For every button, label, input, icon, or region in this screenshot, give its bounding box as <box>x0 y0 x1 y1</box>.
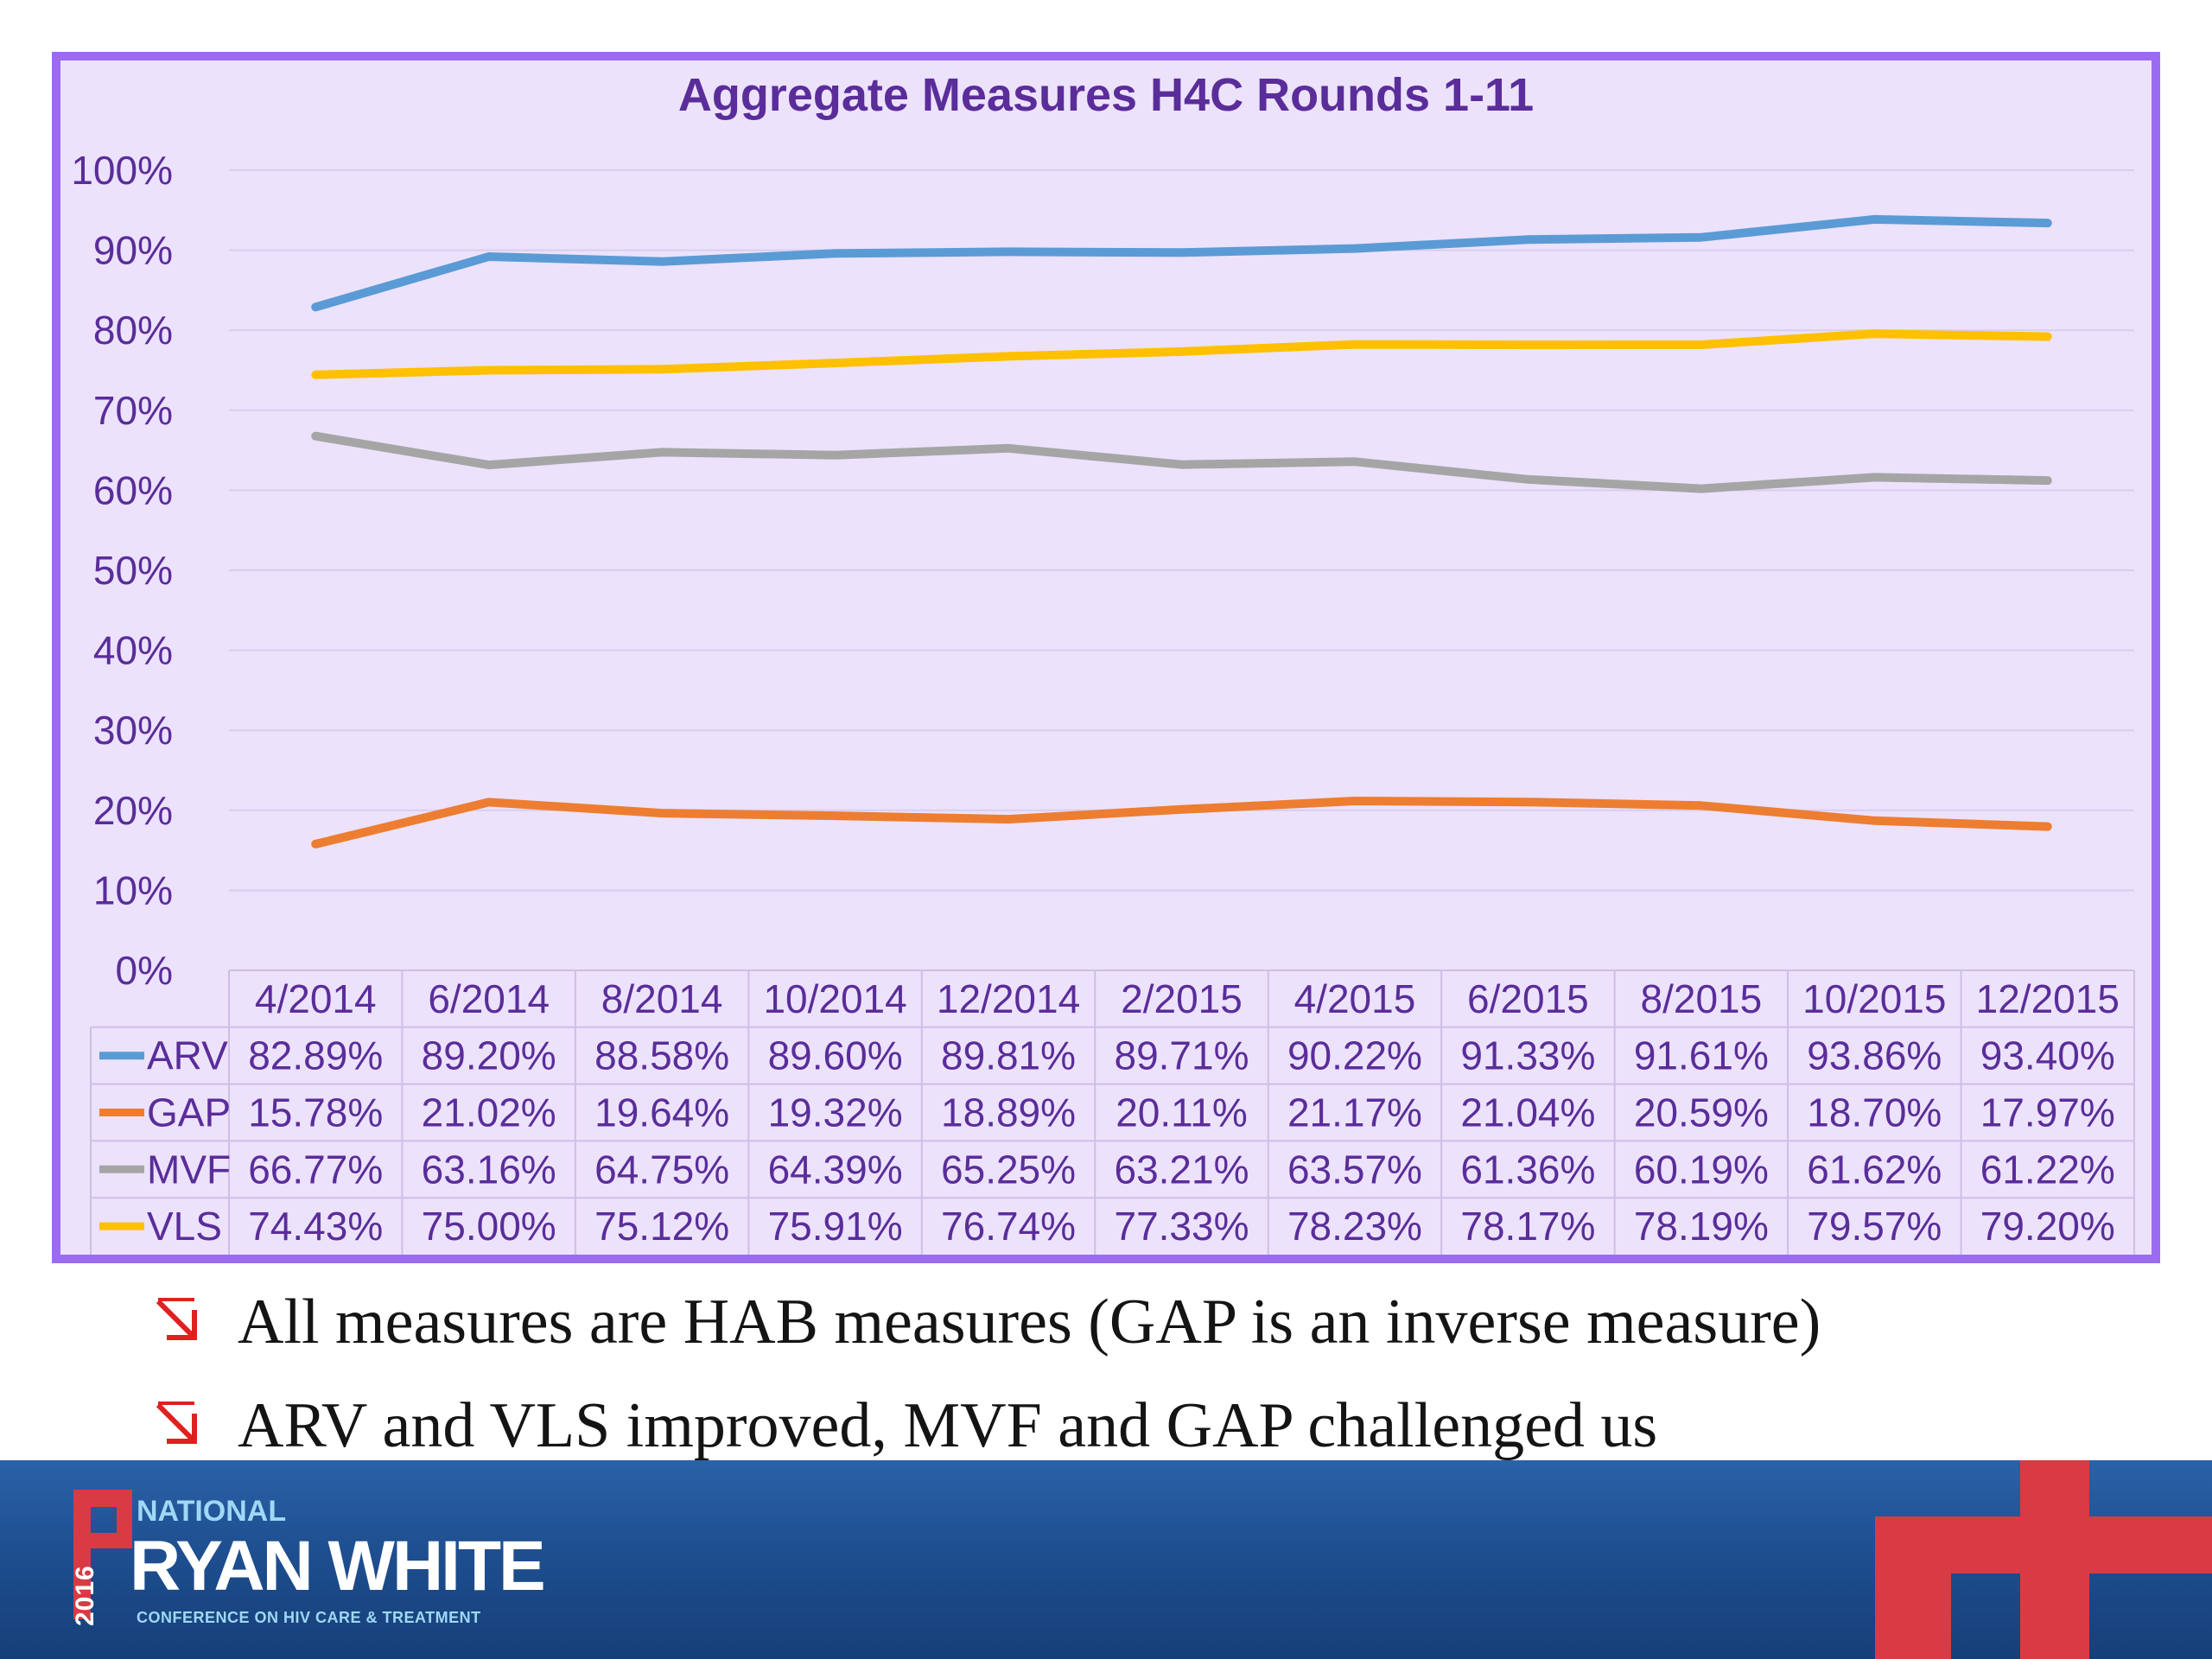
y-tick-label: 20% <box>93 788 173 833</box>
legend-label: MVF <box>147 1147 231 1192</box>
x-tick-label: 10/2015 <box>1802 976 1946 1021</box>
x-tick-label: 4/2015 <box>1294 976 1416 1021</box>
data-label: 19.64% <box>594 1090 729 1135</box>
data-label: 93.40% <box>1980 1033 2115 1078</box>
legend-label: GAP <box>147 1090 231 1135</box>
data-label: 78.23% <box>1287 1204 1422 1249</box>
x-tick-label: 8/2015 <box>1641 976 1763 1021</box>
series-line-arv <box>311 214 2052 312</box>
x-tick-label: 4/2014 <box>255 976 377 1021</box>
x-tick-label: 6/2015 <box>1467 976 1589 1021</box>
data-label: 17.97% <box>1980 1090 2115 1135</box>
logo-mark <box>73 1490 132 1507</box>
x-tick-label: 8/2014 <box>601 976 723 1021</box>
chart-frame: Aggregate Measures H4C Rounds 1-11 100% 90… <box>52 52 2160 1263</box>
data-label: 19.32% <box>768 1090 903 1135</box>
data-label: 63.21% <box>1114 1147 1249 1192</box>
data-label: 63.57% <box>1287 1147 1422 1192</box>
bullet-item: All measures are HAB measures (GAP is an… <box>151 1279 2139 1382</box>
y-tick-label: 40% <box>93 628 173 673</box>
data-label: 21.02% <box>422 1090 556 1135</box>
data-label: 77.33% <box>1114 1204 1249 1249</box>
chart-title: Aggregate Measures H4C Rounds 1-11 <box>678 69 1534 121</box>
logo-mark <box>73 1490 91 1619</box>
series-line-gap <box>311 797 2052 849</box>
data-label: 75.91% <box>768 1204 903 1249</box>
data-label: 20.59% <box>1634 1090 1769 1135</box>
decorative-cross <box>1875 1516 2212 1573</box>
data-label: 18.70% <box>1807 1090 1942 1135</box>
series-line-mvf <box>311 431 2052 493</box>
data-label: 78.19% <box>1634 1204 1769 1249</box>
y-tick-label: 100% <box>71 148 173 193</box>
y-tick-label: 80% <box>93 308 173 353</box>
data-label: 21.17% <box>1287 1090 1422 1135</box>
y-tick-label: 0% <box>116 948 173 993</box>
bullet-text: ARV and VLS improved, MVF and GAP challe… <box>238 1390 1658 1461</box>
data-label: 88.58% <box>594 1033 729 1078</box>
bullet-list: All measures are HAB measures (GAP is an… <box>151 1279 2139 1486</box>
data-label: 93.86% <box>1807 1033 1942 1078</box>
y-tick-label: 30% <box>93 708 173 753</box>
data-label: 65.25% <box>941 1147 1076 1192</box>
data-label: 89.71% <box>1114 1033 1249 1078</box>
arrow-down-right-icon <box>156 1298 197 1340</box>
data-label: 64.75% <box>594 1147 729 1192</box>
data-label: 75.12% <box>594 1204 729 1249</box>
series-line-vls <box>311 329 2052 379</box>
data-label: 76.74% <box>941 1204 1076 1249</box>
data-label: 61.36% <box>1460 1147 1595 1192</box>
data-label: 79.57% <box>1807 1204 1942 1249</box>
data-label: 63.16% <box>422 1147 556 1192</box>
decorative-cross <box>1875 1573 1951 1659</box>
data-label: 89.60% <box>768 1033 903 1078</box>
data-label: 89.20% <box>422 1033 556 1078</box>
data-label: 90.22% <box>1287 1033 1422 1078</box>
x-tick-label: 6/2014 <box>428 976 550 1021</box>
data-label: 78.17% <box>1460 1204 1595 1249</box>
y-tick-label: 10% <box>93 868 173 912</box>
logo-national: NATIONAL <box>137 1495 287 1528</box>
logo-title: RYAN WHITE <box>130 1527 546 1605</box>
y-tick-label: 70% <box>93 388 173 433</box>
data-label: 64.39% <box>768 1147 903 1192</box>
data-label: 61.62% <box>1807 1147 1942 1192</box>
y-tick-label: 90% <box>93 228 173 273</box>
data-label: 61.22% <box>1980 1147 2115 1192</box>
data-label: 75.00% <box>422 1204 556 1249</box>
data-label: 21.04% <box>1460 1090 1595 1135</box>
y-tick-label: 50% <box>93 548 173 593</box>
x-tick-label: 12/2014 <box>937 976 1080 1021</box>
footer-banner: 2016 NATIONAL RYAN WHITE CONFERENCE ON H… <box>0 1460 2212 1659</box>
line-chart: Aggregate Measures H4C Rounds 1-11 100% 90… <box>71 69 2135 1255</box>
data-label: 82.89% <box>248 1033 383 1078</box>
data-label: 60.19% <box>1634 1147 1769 1192</box>
data-label: 20.11% <box>1116 1090 1248 1135</box>
data-label: 74.43% <box>248 1204 383 1249</box>
logo-year: 2016 <box>71 1565 99 1626</box>
bullet-item: ARV and VLS improved, MVF and GAP challe… <box>151 1382 2139 1486</box>
data-label: 91.33% <box>1460 1033 1595 1078</box>
data-label: 79.20% <box>1980 1204 2115 1249</box>
data-label: 89.81% <box>941 1033 1076 1078</box>
legend-label: ARV <box>147 1033 228 1078</box>
data-label: 66.77% <box>248 1147 383 1192</box>
logo-subtitle: CONFERENCE ON HIV CARE & TREATMENT <box>137 1609 481 1626</box>
logo-mark <box>91 1507 132 1548</box>
x-tick-label: 10/2014 <box>763 976 906 1021</box>
data-label: 15.78% <box>248 1090 383 1135</box>
legend-label: VLS <box>147 1204 222 1249</box>
y-tick-label: 60% <box>93 467 173 512</box>
data-label: 18.89% <box>941 1090 1076 1135</box>
arrow-down-right-icon <box>156 1402 197 1444</box>
x-tick-label: 2/2015 <box>1121 976 1243 1021</box>
x-tick-label: 12/2015 <box>1976 976 2120 1021</box>
bullet-text: All measures are HAB measures (GAP is an… <box>238 1287 1821 1357</box>
data-label: 91.61% <box>1634 1033 1769 1078</box>
